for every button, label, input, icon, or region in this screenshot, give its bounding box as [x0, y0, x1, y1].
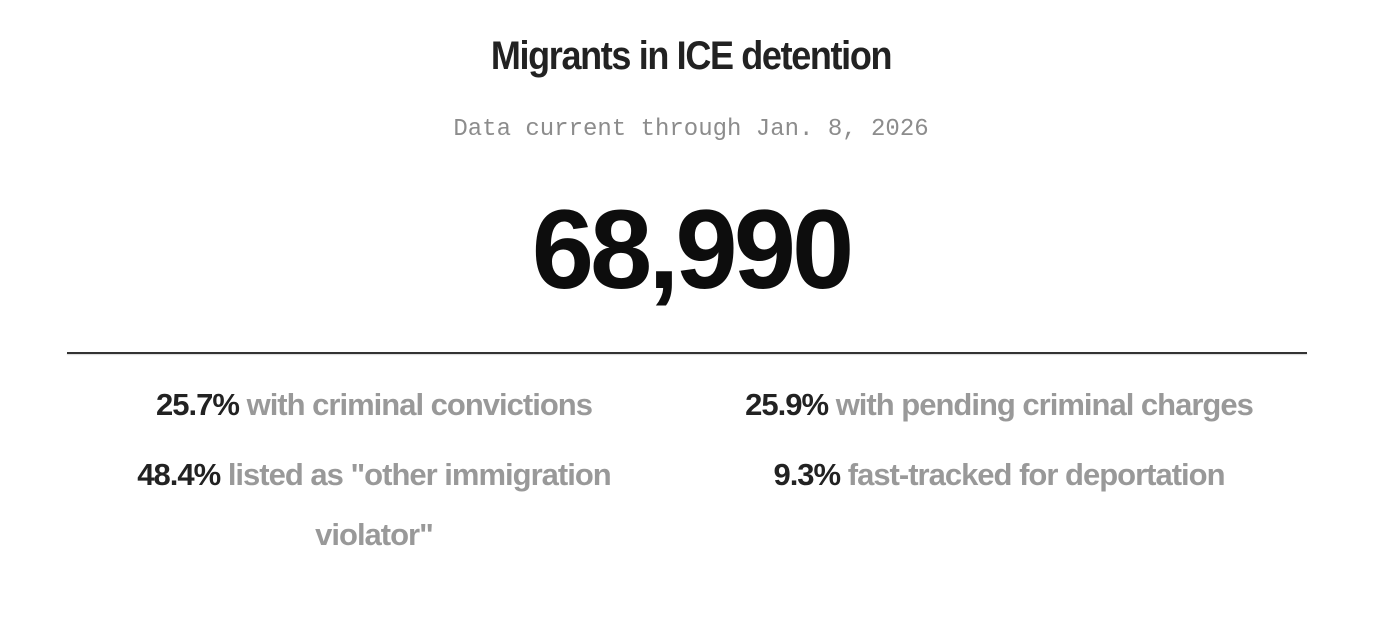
- stat-percent: 9.3%: [773, 457, 841, 492]
- stat-percent: 25.7%: [156, 387, 240, 422]
- stat-fast-tracked: 9.3% fast-tracked for deportation: [700, 445, 1298, 505]
- data-date-subtitle: Data current through Jan. 8, 2026: [453, 116, 929, 143]
- stat-percent: 25.9%: [745, 387, 829, 422]
- page-title: Migrants in ICE detention: [490, 34, 893, 78]
- divider: [67, 352, 1307, 354]
- stat-label: fast-tracked for deportation: [847, 457, 1226, 492]
- stat-other-immigration-violator: 48.4% listed as "other immigration viola…: [90, 445, 658, 565]
- stat-label: listed as "other immigration violator": [227, 457, 612, 552]
- total-detained-count: 68,990: [531, 187, 855, 312]
- stat-label: with criminal convictions: [246, 387, 593, 422]
- stat-percent: 48.4%: [137, 457, 221, 492]
- stat-criminal-convictions: 25.7% with criminal convictions: [90, 375, 658, 435]
- stat-pending-charges: 25.9% with pending criminal charges: [700, 375, 1298, 435]
- stat-label: with pending criminal charges: [835, 387, 1254, 422]
